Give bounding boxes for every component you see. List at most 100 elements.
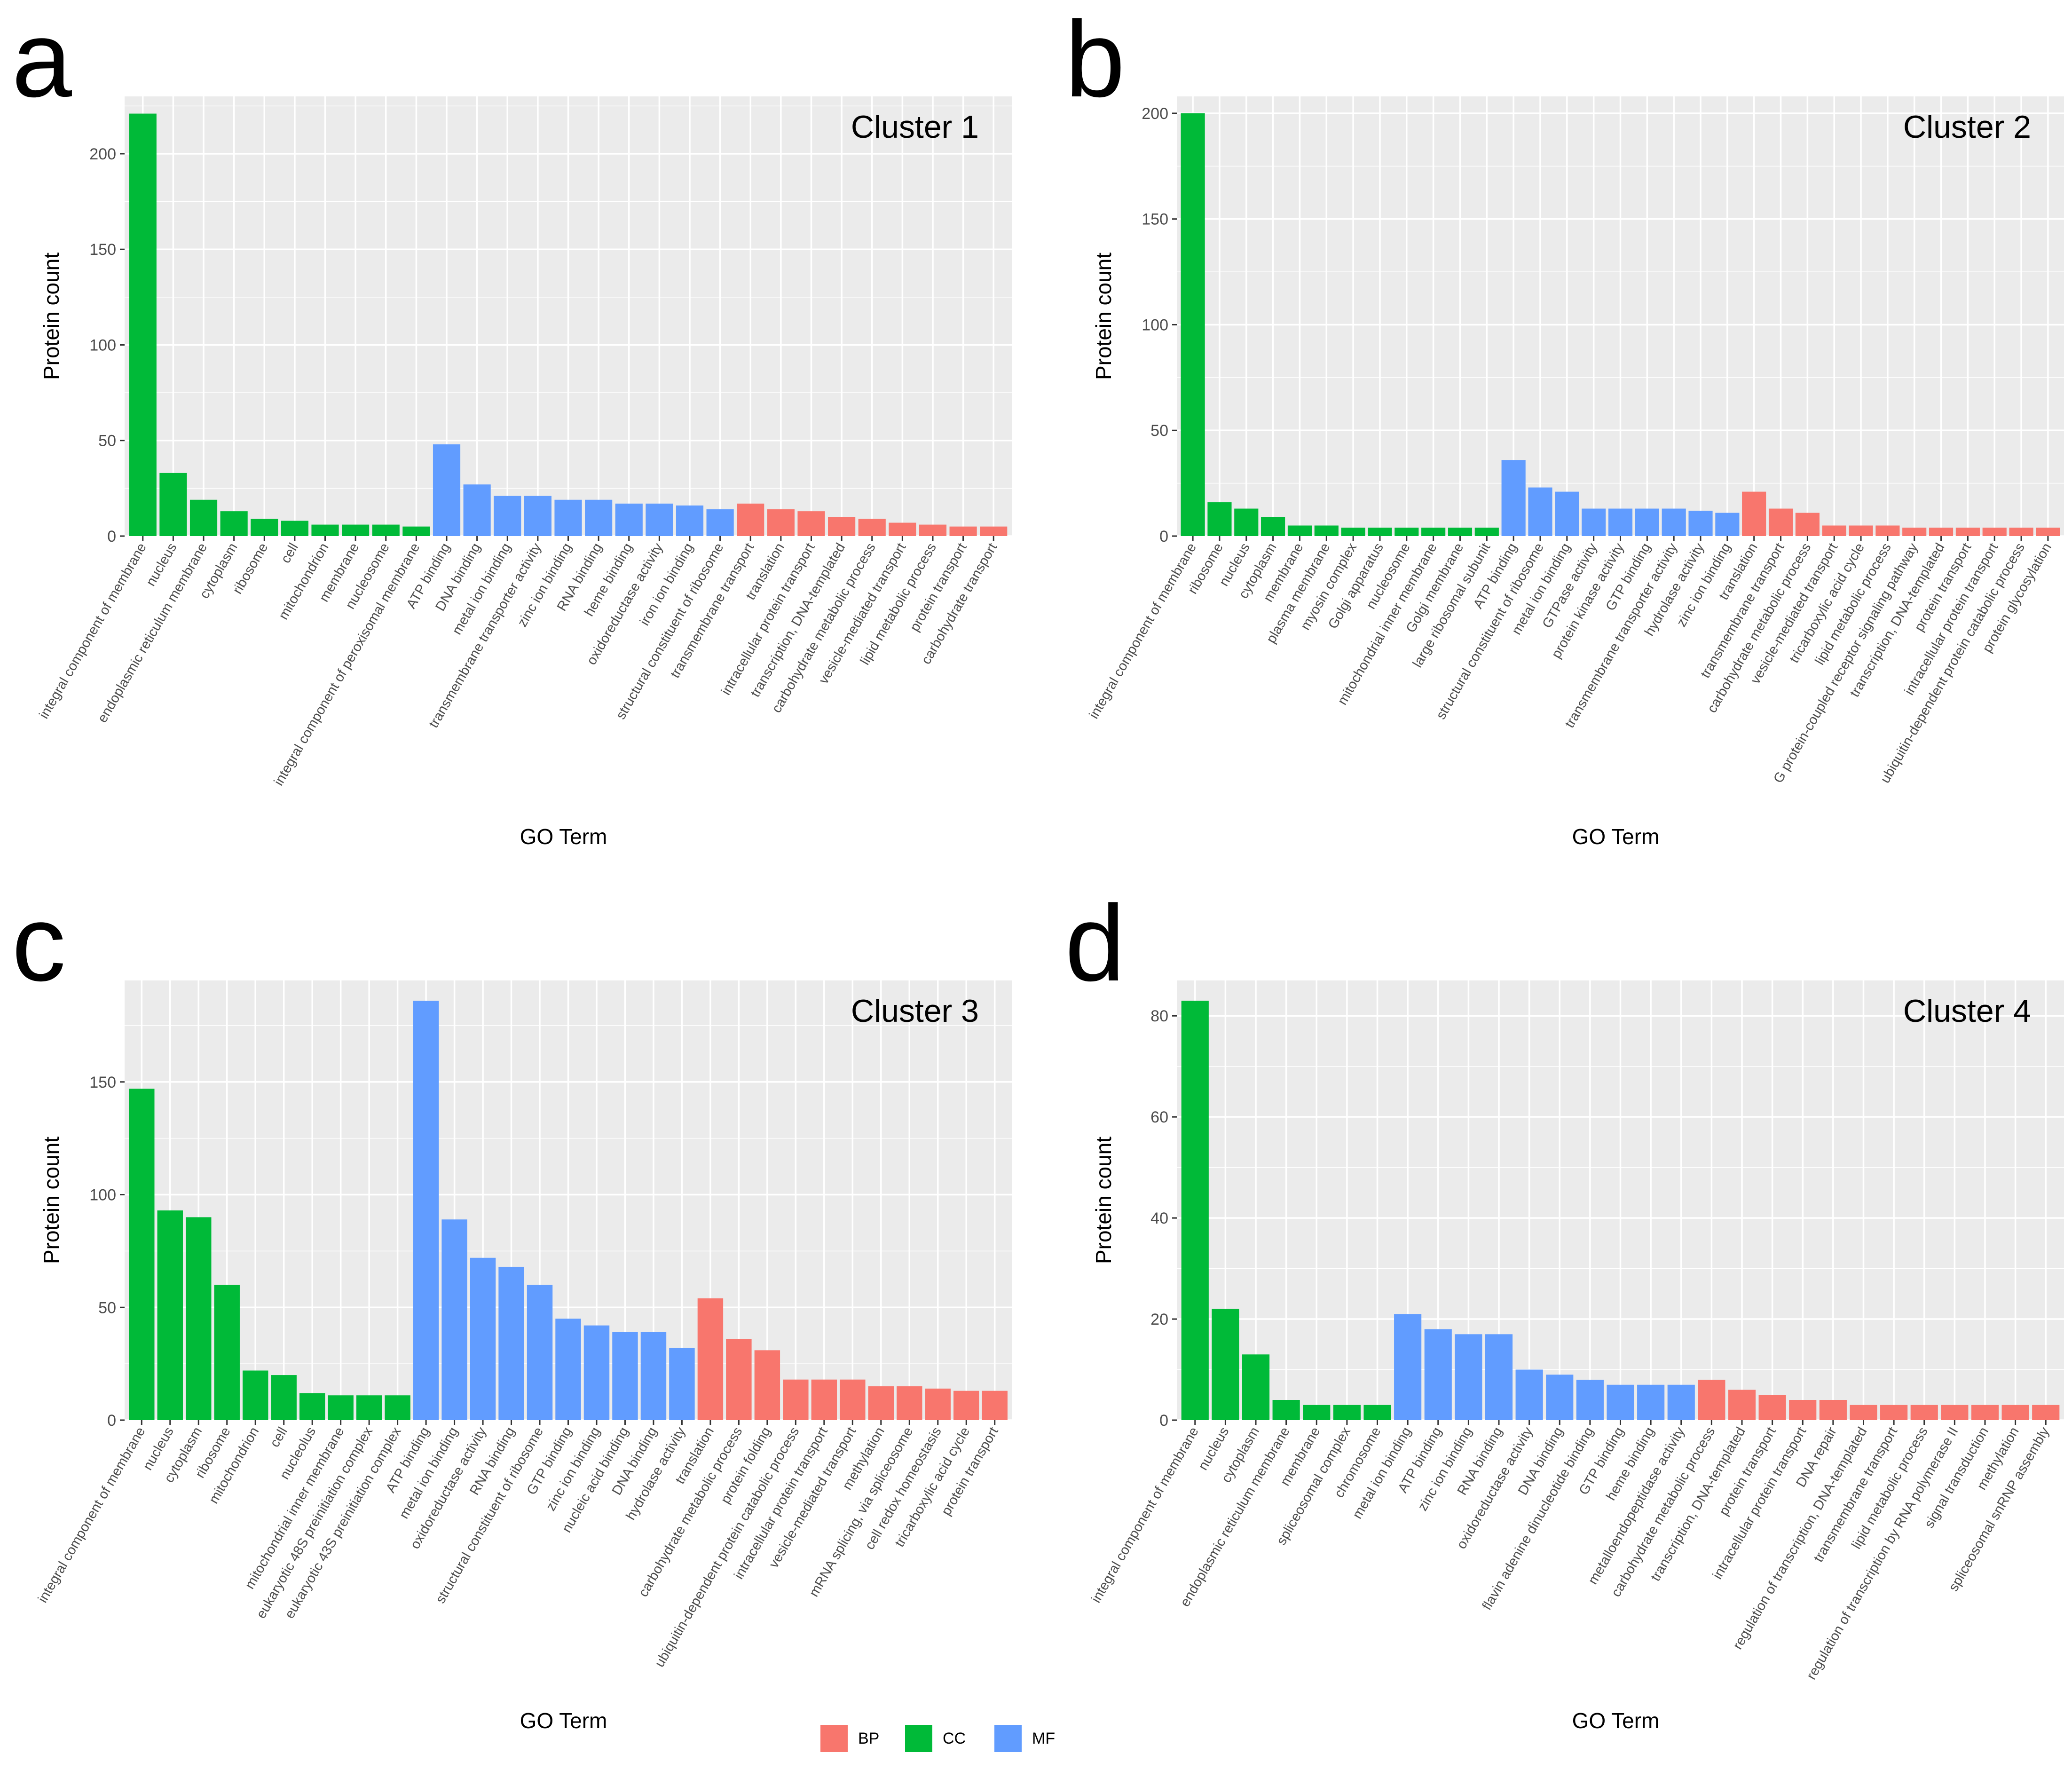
bar-cc [1368,528,1392,536]
bar-cc [159,473,187,536]
bar-cc [1212,1309,1239,1420]
bar-mf [1576,1380,1604,1420]
bar-mf [669,1348,695,1420]
legend-label: MF [1032,1730,1055,1747]
y-tick-label: 100 [89,1186,116,1204]
y-axis-title: Protein count [39,253,63,380]
bar-bp [1955,528,1980,536]
bar-bp [949,526,977,536]
bar-bp [1742,491,1766,536]
bar-bp [2036,528,2060,536]
bar-bp [726,1339,752,1420]
bar-bp [783,1379,809,1420]
y-tick-label: 0 [1159,1412,1168,1430]
y-tick-label: 60 [1150,1108,1168,1126]
bar-mf [646,503,673,536]
bar-cc [129,113,157,536]
x-axis-title: GO Term [1572,1708,1660,1733]
bar-cc [1303,1405,1331,1420]
bar-bp [840,1379,866,1420]
y-tick-label: 150 [89,1074,116,1091]
bar-mf [1667,1384,1695,1420]
bar-cc [129,1089,155,1420]
bar-bp [754,1350,780,1420]
bar-bp [2009,528,2033,536]
bar-bp [1728,1390,1756,1420]
bar-mf [1485,1334,1513,1420]
bar-bp [1850,1405,1877,1420]
bar-bp [1822,525,1846,536]
bar-mf [1662,508,1686,536]
cluster-title: Cluster 2 [1903,109,2031,145]
bar-cc [1333,1405,1361,1420]
bar-cc [220,511,248,536]
bar-bp [980,526,1008,536]
bar-mf [640,1332,667,1420]
legend-label: CC [943,1730,966,1747]
bar-cc [1363,1405,1391,1420]
bar-mf [554,499,582,536]
cluster-title: Cluster 3 [851,993,979,1029]
cluster-title: Cluster 4 [1903,993,2031,1029]
bar-mf [494,496,521,536]
bar-bp [1941,1405,1969,1420]
bar-bp [1910,1405,1938,1420]
bar-cc [1314,525,1339,536]
bar-cc [251,519,278,536]
y-tick-label: 80 [1150,1007,1168,1025]
bar-cc [281,521,308,536]
bar-cc [328,1395,354,1420]
bar-cc [1234,508,1259,536]
y-tick-label: 150 [1142,211,1168,229]
bar-cc [1261,517,1285,536]
bar-cc [189,499,218,536]
bar-mf [1546,1375,1574,1420]
legend-label: BP [858,1730,879,1747]
bar-bp [1758,1395,1786,1420]
bar-cc [214,1285,240,1420]
bar-cc [242,1370,268,1420]
bar-bp [1819,1400,1847,1420]
bar-bp [982,1391,1008,1420]
bar-mf [676,505,704,536]
x-axis-title: GO Term [520,1708,607,1733]
y-tick-label: 50 [98,1299,116,1317]
bar-mf [1394,1314,1422,1420]
bar-bp [858,519,886,536]
y-tick-label: 50 [98,432,116,450]
bar-mf [1607,1384,1634,1420]
bar-cc [1242,1354,1270,1420]
cluster-title: Cluster 1 [851,109,979,145]
legend-swatch [905,1725,932,1752]
legend-item-bp: BP [820,1725,879,1752]
bar-cc [1287,525,1312,536]
bar-mf [413,1001,439,1420]
bar-cc [356,1395,382,1420]
bar-cc [1181,113,1205,536]
bar-mf [555,1319,581,1420]
bar-cc [311,524,339,536]
bar-mf [1608,508,1633,536]
y-tick-label: 50 [1150,422,1168,440]
bar-bp [767,509,795,536]
legend-swatch [820,1725,848,1752]
bar-bp [828,517,856,536]
x-axis-title: GO Term [1572,824,1660,849]
bar-cc [186,1217,212,1420]
y-axis-title: Protein count [39,1137,63,1264]
panel-letter: a [12,0,72,119]
bar-mf [1637,1384,1665,1420]
bar-mf [706,509,734,536]
bar-mf [615,503,643,536]
bar-cc [157,1210,183,1420]
bar-bp [1902,528,1927,536]
panel-letter: b [1065,0,1125,119]
bar-bp [1880,1405,1908,1420]
bar-bp [1795,513,1820,536]
bar-mf [524,496,551,536]
bar-mf [433,444,461,536]
y-tick-label: 20 [1150,1311,1168,1328]
legend-item-mf: MF [994,1725,1055,1752]
bar-mf [1635,508,1659,536]
